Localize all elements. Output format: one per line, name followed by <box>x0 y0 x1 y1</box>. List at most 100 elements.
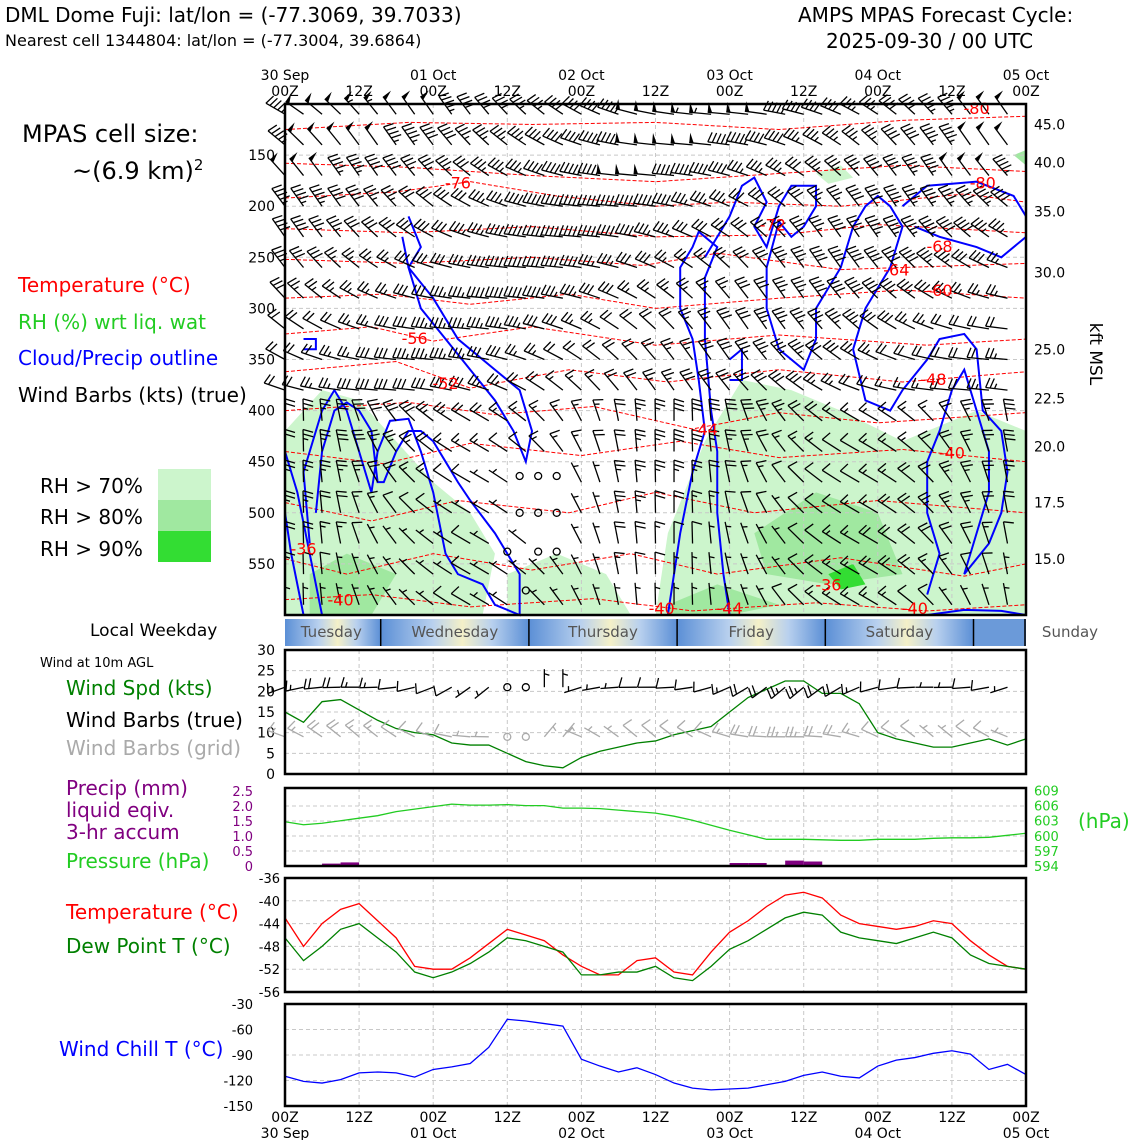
upper-wind-barb <box>395 217 416 238</box>
barb-feather <box>603 312 613 320</box>
upper-wind-barb <box>541 312 564 330</box>
upper-wind-barb <box>670 162 693 177</box>
barb-feather <box>816 287 828 292</box>
barb-half-feather <box>531 405 537 409</box>
upper-wind-barb <box>472 124 490 146</box>
barb-feather <box>432 462 442 471</box>
upper-wind-barb <box>355 378 378 391</box>
upper-wind-barb <box>917 92 938 115</box>
wind-tick-label: 25 <box>257 664 275 680</box>
barb-shaft <box>858 562 879 575</box>
barb-half-feather <box>475 690 479 696</box>
barb-feather <box>967 282 975 293</box>
barb-feather <box>512 193 520 204</box>
barb-feather <box>726 159 734 169</box>
barb-feather <box>877 524 887 532</box>
barb-feather <box>414 683 418 694</box>
barb-feather <box>295 191 307 197</box>
barb-feather <box>635 525 646 529</box>
bottom-date-label: 01 Oct <box>410 1126 457 1140</box>
barb-feather <box>756 460 767 464</box>
barb-feather <box>284 525 296 530</box>
barb-feather <box>750 216 760 223</box>
barb-feather <box>401 348 407 359</box>
upper-wind-barb <box>584 368 601 391</box>
barb-half-feather <box>993 353 998 359</box>
barb-shaft <box>592 430 601 452</box>
upper-wind-barb <box>429 347 452 361</box>
barb-feather <box>586 163 593 174</box>
barb-feather <box>322 377 329 388</box>
barb-feather <box>413 218 422 227</box>
barb-feather <box>881 557 891 566</box>
barb-half-feather <box>843 591 849 597</box>
barb-feather <box>896 278 906 286</box>
barb-half-feather <box>949 108 955 112</box>
upper-wind-barb <box>435 154 453 177</box>
barb-feather <box>660 194 667 205</box>
upper-wind-barb <box>343 91 360 115</box>
barb-feather <box>750 369 761 376</box>
barb-feather <box>718 222 728 231</box>
barb-half-feather <box>303 468 309 472</box>
barb-feather <box>711 683 714 695</box>
barb-shaft <box>826 280 842 299</box>
barb-feather <box>886 187 897 193</box>
barb-feather <box>311 187 323 193</box>
upper-wind-barb <box>875 342 897 361</box>
upper-wind-barb <box>910 377 934 391</box>
barb-feather <box>485 190 494 200</box>
barb-shaft <box>528 435 545 452</box>
barb-feather <box>415 431 425 439</box>
barb-feather <box>521 285 528 296</box>
upper-wind-barb <box>289 152 305 176</box>
upper-wind-barb <box>821 125 842 146</box>
upper-wind-barb <box>382 122 402 146</box>
upper-wind-barb <box>809 245 828 268</box>
barb-feather <box>656 193 663 204</box>
upper-wind-barb <box>671 219 693 238</box>
barb-feather <box>646 195 653 206</box>
barb-shaft <box>652 201 675 207</box>
barb-feather <box>902 249 912 256</box>
barb-half-feather <box>807 590 813 595</box>
barb-feather <box>832 283 843 289</box>
upper-wind-barb <box>466 286 489 299</box>
barb-shaft <box>1002 399 1009 421</box>
upper-wind-barb <box>652 132 675 146</box>
barb-shaft <box>319 552 323 575</box>
barb-feather <box>699 222 708 232</box>
barb-half-feather <box>964 407 970 410</box>
upper-wind-barb <box>415 590 434 606</box>
upper-wind-barb <box>373 315 397 330</box>
barb-shaft <box>583 727 601 738</box>
barb-feather <box>330 187 341 193</box>
barb-shaft <box>433 732 452 738</box>
calm-circle <box>515 471 524 481</box>
barb-shaft <box>392 325 415 330</box>
surface-wind-barb-true <box>359 677 378 689</box>
barb-shaft <box>488 408 508 422</box>
barb-feather <box>675 192 682 203</box>
barb-half-feather <box>499 167 504 172</box>
upper-wind-barb <box>447 285 471 299</box>
barb-feather <box>394 250 402 260</box>
barb-feather <box>327 249 338 257</box>
barb-feather <box>707 160 715 171</box>
barb-feather <box>776 344 787 351</box>
barb-feather <box>691 459 703 464</box>
barb-shaft <box>931 288 953 299</box>
barb-feather <box>821 432 831 441</box>
barb-shaft <box>283 350 304 361</box>
upper-wind-barb <box>382 90 397 115</box>
barb-shaft <box>929 387 952 391</box>
temp-tick-label: -40 <box>259 895 280 910</box>
barb-half-feather <box>454 499 460 505</box>
barb-feather <box>628 225 635 236</box>
barb-feather <box>634 490 646 494</box>
barb-shaft <box>732 251 749 268</box>
upper-wind-barb <box>734 306 751 330</box>
barb-feather <box>917 281 927 290</box>
barb-shaft <box>319 521 323 544</box>
barb-feather <box>319 520 331 525</box>
